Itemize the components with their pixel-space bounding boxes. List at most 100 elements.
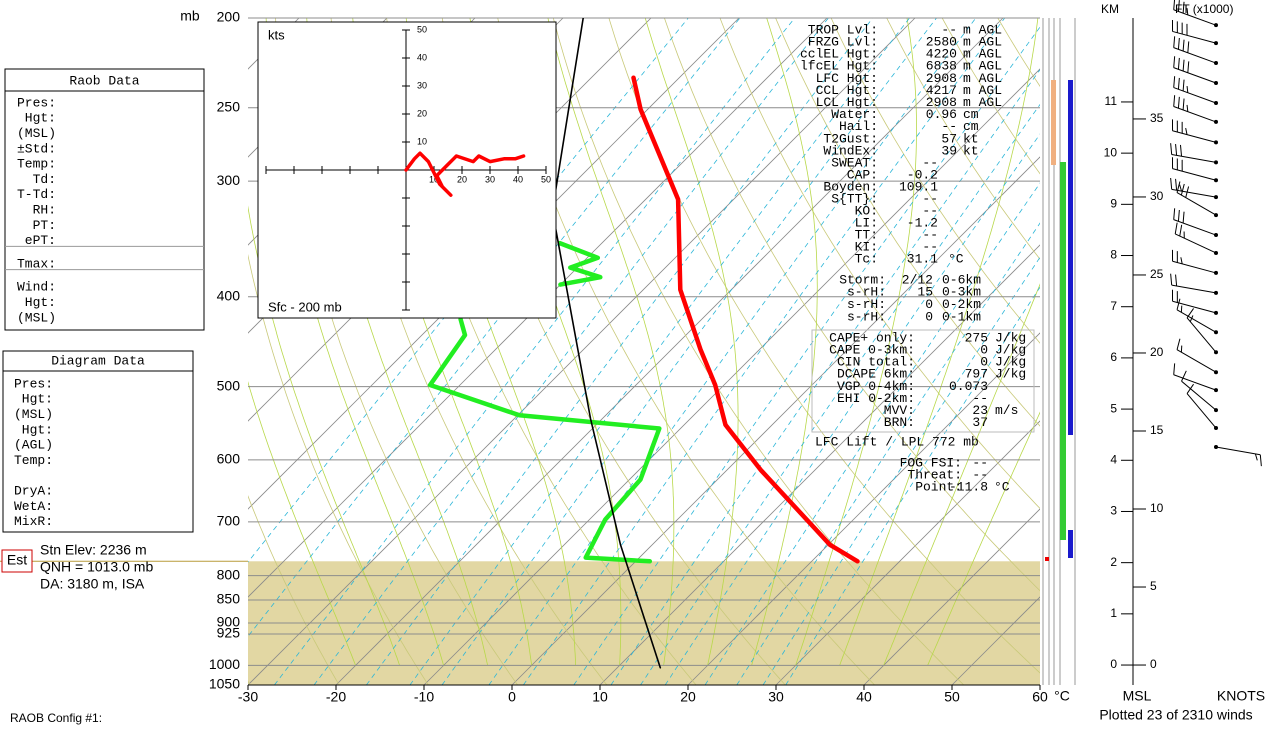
wind-barb <box>1176 349 1217 373</box>
ft-tick-label: 35 <box>1150 111 1164 125</box>
km-tick-label: 6 <box>1110 350 1117 364</box>
index-unit: 0-1km <box>942 309 981 324</box>
index-value: 275 <box>965 330 988 345</box>
wind-station <box>1214 61 1218 66</box>
mixing-line <box>313 18 829 685</box>
wind-barb <box>1173 9 1217 26</box>
dewpoint-line <box>557 240 603 287</box>
wind-barb <box>1181 380 1217 411</box>
x-axis-label: °C <box>1054 688 1070 704</box>
mixing-line <box>610 69 1040 685</box>
index-value: -- <box>941 22 957 37</box>
index-label: CCL Hgt: <box>816 83 878 98</box>
isotherm <box>511 156 1040 685</box>
index-label: LFC Hgt: <box>816 71 878 86</box>
barb-feather <box>1170 143 1173 155</box>
strip-red <box>1045 557 1049 561</box>
isotherm <box>335 18 1004 685</box>
index-value: 4220 <box>926 47 957 62</box>
diagram_panel-label: Temp: <box>14 453 53 468</box>
ft-tick-label: 30 <box>1150 189 1164 203</box>
station-line: Stn Elev: 2236 m <box>40 542 147 558</box>
barb-feather <box>1179 224 1183 237</box>
y-tick-label: 200 <box>217 9 241 25</box>
index-value: 0 <box>925 297 933 312</box>
wind-barb <box>1172 168 1217 181</box>
x-tick-label: 0 <box>508 689 516 705</box>
index-value: 797 <box>965 367 988 382</box>
raob_panel-label: PT: <box>33 218 56 233</box>
dry-adiabat <box>997 18 1040 87</box>
index-label: MVV: <box>884 403 915 418</box>
km-tick-label: 10 <box>1104 145 1118 159</box>
dry-adiabat <box>1109 18 1280 685</box>
km-tick-label: 11 <box>1105 94 1118 108</box>
isotherm <box>863 508 1040 685</box>
knots-label: KNOTS <box>1217 688 1265 704</box>
index-value: -- <box>922 203 938 218</box>
index-value: 0 <box>980 343 988 358</box>
barb-feather <box>1182 1 1185 14</box>
index-value: 23 <box>972 403 988 418</box>
mixing-line <box>523 18 1006 685</box>
wind-station <box>1214 119 1218 124</box>
mixing-line <box>366 18 874 685</box>
index-value: -- <box>972 467 988 482</box>
dry-adiabat <box>497 18 875 685</box>
diagram_panel-label: (MSL) <box>14 407 53 422</box>
km-tick-label: 9 <box>1110 197 1117 211</box>
dry-adiabat <box>775 18 1040 427</box>
isotherm <box>423 68 1040 685</box>
mixing-line <box>573 26 1040 685</box>
index-label: Threat: <box>907 467 962 482</box>
ft-tick-label: 15 <box>1150 423 1164 437</box>
barb-feather <box>1176 181 1181 193</box>
index-label: S{TT}: <box>831 191 878 206</box>
index-value: -- <box>972 391 988 406</box>
km-tick-label: 5 <box>1110 401 1117 415</box>
wind-barb <box>1172 30 1217 44</box>
ft-tick-label: 10 <box>1150 501 1164 515</box>
profiles <box>427 18 860 669</box>
config-label: RAOB Config #1: <box>10 711 102 725</box>
wind-station <box>1214 350 1218 355</box>
y-tick-label: 600 <box>217 451 241 467</box>
mixing-line <box>762 256 1040 685</box>
barb-feather <box>1175 178 1178 191</box>
barb-feather <box>1177 0 1180 12</box>
index-value: 0 <box>980 355 988 370</box>
raob_panel-label: Pres: <box>17 95 56 110</box>
x-tick-label: -10 <box>414 689 434 705</box>
wind-station <box>1214 370 1218 375</box>
wind-station <box>1214 310 1218 315</box>
index-label: CAP: <box>847 167 878 182</box>
dry-adiabat <box>248 495 340 685</box>
index-label: KI: <box>855 239 878 254</box>
isotherm <box>248 18 740 510</box>
barb-feather <box>1186 308 1194 319</box>
mixing-line <box>248 18 741 638</box>
index-label: CAPE+ only: <box>829 330 915 345</box>
wind-station <box>1214 195 1218 200</box>
index-value: 31.1 <box>907 251 938 266</box>
index-unit: m AGL <box>963 35 1002 50</box>
x-tick-label: 10 <box>592 689 608 705</box>
hodo-y-tick-label: 50 <box>417 24 427 34</box>
index-unit: m/s <box>995 403 1018 418</box>
barb-feather <box>1173 76 1176 88</box>
barb-feather <box>1177 77 1180 90</box>
ft-tick-label: 25 <box>1150 267 1164 281</box>
barb-feather <box>1189 315 1194 322</box>
mixing-line <box>704 182 1040 685</box>
wind-station <box>1214 444 1218 449</box>
raob_panel-label: Hgt: <box>25 111 56 126</box>
wind-barb <box>1173 106 1217 123</box>
dry-adiabat <box>1220 18 1280 685</box>
wind-barb <box>1215 446 1261 456</box>
hodo-y-tick-label: 20 <box>417 108 427 118</box>
index-label: FOG FSI: <box>900 455 962 470</box>
index-unit: °C <box>948 251 964 266</box>
wind-station <box>1214 213 1218 218</box>
index-unit: J/kg <box>995 355 1026 370</box>
wind-barb <box>1173 374 1217 391</box>
